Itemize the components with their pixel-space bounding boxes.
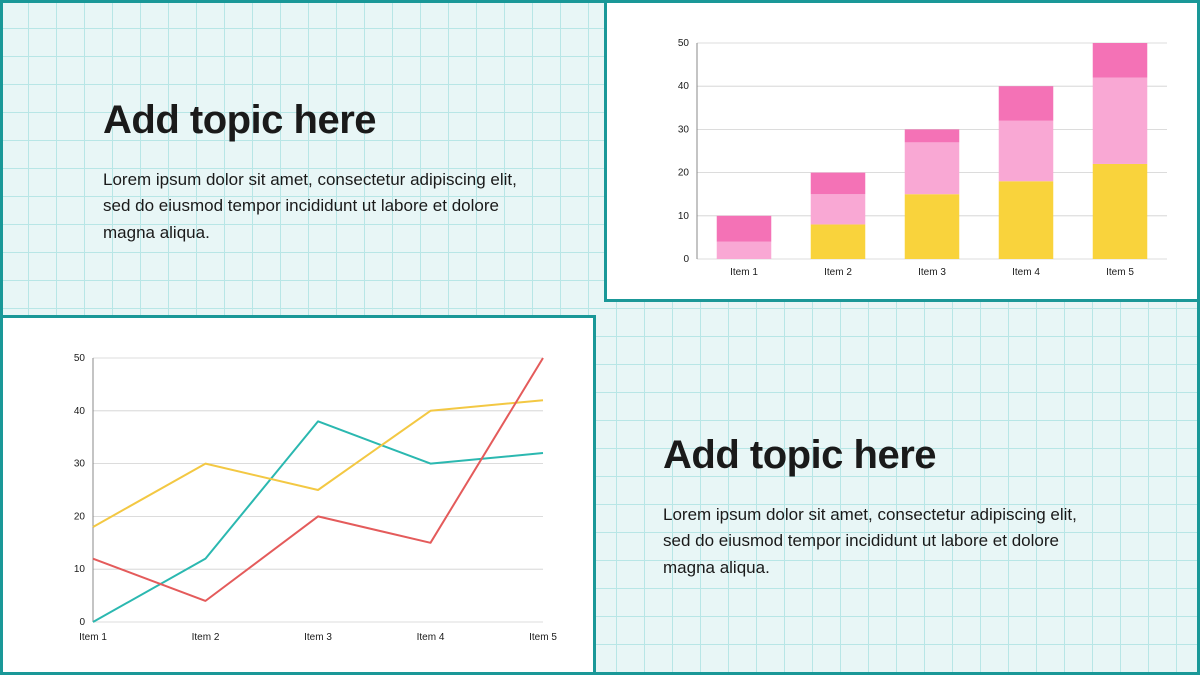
bottom-text-block: Add topic here Lorem ipsum dolor sit ame… — [663, 433, 1103, 581]
svg-text:20: 20 — [678, 168, 690, 179]
svg-text:Item 4: Item 4 — [1012, 267, 1040, 278]
svg-text:Item 5: Item 5 — [529, 632, 557, 643]
svg-text:0: 0 — [683, 254, 689, 265]
bar-chart-panel: 0 10 20 30 40 50 Item 1 Item 2 Item 3 Item 4 Item … — [604, 0, 1200, 302]
svg-text:10: 10 — [678, 211, 690, 222]
svg-text:10: 10 — [74, 564, 86, 575]
bottom-body: Lorem ipsum dolor sit amet, consectetur … — [663, 502, 1103, 581]
bar-chart: 0 10 20 30 40 50 Item 1 Item 2 Item 3 Item 4 Item … — [607, 3, 1197, 299]
svg-text:0: 0 — [79, 617, 85, 628]
line-chart: 0 10 20 30 40 50 Item 1 Item 2 Item 3 Item 4 Item … — [3, 318, 593, 672]
svg-text:20: 20 — [74, 511, 86, 522]
top-text-block: Add topic here Lorem ipsum dolor sit ame… — [103, 98, 543, 246]
svg-text:50: 50 — [74, 353, 86, 364]
bottom-title: Add topic here — [663, 433, 1103, 478]
svg-text:30: 30 — [678, 124, 690, 135]
svg-text:Item 2: Item 2 — [824, 267, 852, 278]
svg-text:Item 2: Item 2 — [192, 632, 220, 643]
svg-text:Item 3: Item 3 — [918, 267, 946, 278]
svg-text:Item 5: Item 5 — [1106, 267, 1134, 278]
svg-text:Item 3: Item 3 — [304, 632, 332, 643]
svg-text:50: 50 — [678, 38, 690, 49]
top-title: Add topic here — [103, 98, 543, 143]
svg-text:Item 1: Item 1 — [79, 632, 107, 643]
svg-text:30: 30 — [74, 459, 86, 470]
svg-text:40: 40 — [74, 406, 86, 417]
top-body: Lorem ipsum dolor sit amet, consectetur … — [103, 167, 543, 246]
line-chart-panel: 0 10 20 30 40 50 Item 1 Item 2 Item 3 Item 4 Item … — [0, 315, 596, 675]
svg-text:Item 4: Item 4 — [417, 632, 445, 643]
svg-text:40: 40 — [678, 81, 690, 92]
svg-text:Item 1: Item 1 — [730, 267, 758, 278]
